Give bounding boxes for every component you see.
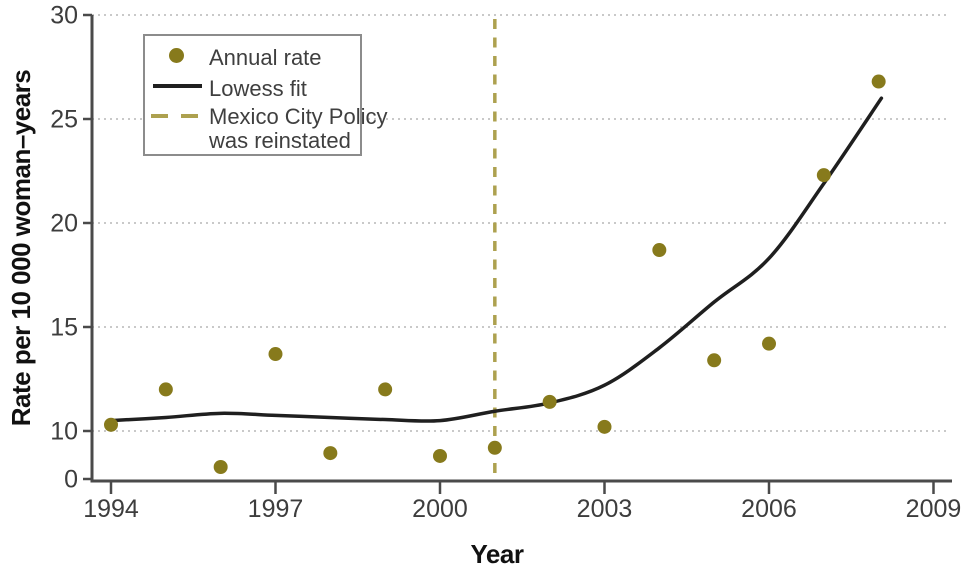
data-point xyxy=(432,448,447,463)
data-point xyxy=(268,347,283,362)
data-point xyxy=(761,336,776,351)
y-tick-label: 0 xyxy=(64,466,78,494)
x-tick-label: 1997 xyxy=(248,495,304,523)
y-tick-label: 10 xyxy=(50,418,78,446)
policy-dash-marker xyxy=(151,114,168,118)
data-point xyxy=(652,243,667,258)
policy-dash-marker xyxy=(181,114,198,118)
data-point xyxy=(158,382,173,397)
x-tick-label: 2009 xyxy=(906,495,962,523)
x-axis-title: Year xyxy=(471,539,524,569)
lowess-path xyxy=(109,96,884,423)
y-tick-label: 15 xyxy=(50,314,78,342)
data-point xyxy=(213,460,228,474)
data-point xyxy=(871,74,886,89)
x-tick-label: 2006 xyxy=(741,495,797,523)
data-point xyxy=(542,394,557,409)
legend: Annual rate Lowess fit Mexico City Polic… xyxy=(143,34,387,156)
data-point xyxy=(487,440,502,455)
legend-label-policy-line1: Mexico City Policy xyxy=(209,104,388,129)
axes xyxy=(90,15,952,483)
data-point xyxy=(323,446,338,461)
annual-rate-dot-marker xyxy=(169,48,184,63)
x-tick-label: 2003 xyxy=(577,495,633,523)
y-tick-label: 30 xyxy=(50,2,78,30)
data-point xyxy=(378,382,393,397)
y-tick-label: 25 xyxy=(50,106,78,134)
lowess-line-marker xyxy=(153,84,202,88)
y-axis-title: Rate per 10 000 woman–years xyxy=(6,70,36,427)
data-point xyxy=(104,417,118,432)
x-axis-ticks: 1994 1997 2000 2003 2006 2009 xyxy=(83,481,961,523)
legend-label-annual-rate: Annual rate xyxy=(209,45,322,70)
x-tick-label: 1994 xyxy=(83,495,139,523)
data-point xyxy=(707,353,722,368)
annual-rate-points xyxy=(104,74,886,474)
legend-label-policy-line2: was reinstated xyxy=(209,128,351,153)
legend-label-lowess-fit: Lowess fit xyxy=(209,76,307,101)
x-tick-label: 2000 xyxy=(412,495,468,523)
y-tick-label: 20 xyxy=(50,210,78,238)
lowess-fit-line xyxy=(109,96,884,423)
y-axis-ticks: 0 10 15 20 25 30 xyxy=(50,2,92,494)
data-point xyxy=(597,419,612,434)
data-point xyxy=(816,168,831,183)
gridlines xyxy=(92,14,949,432)
